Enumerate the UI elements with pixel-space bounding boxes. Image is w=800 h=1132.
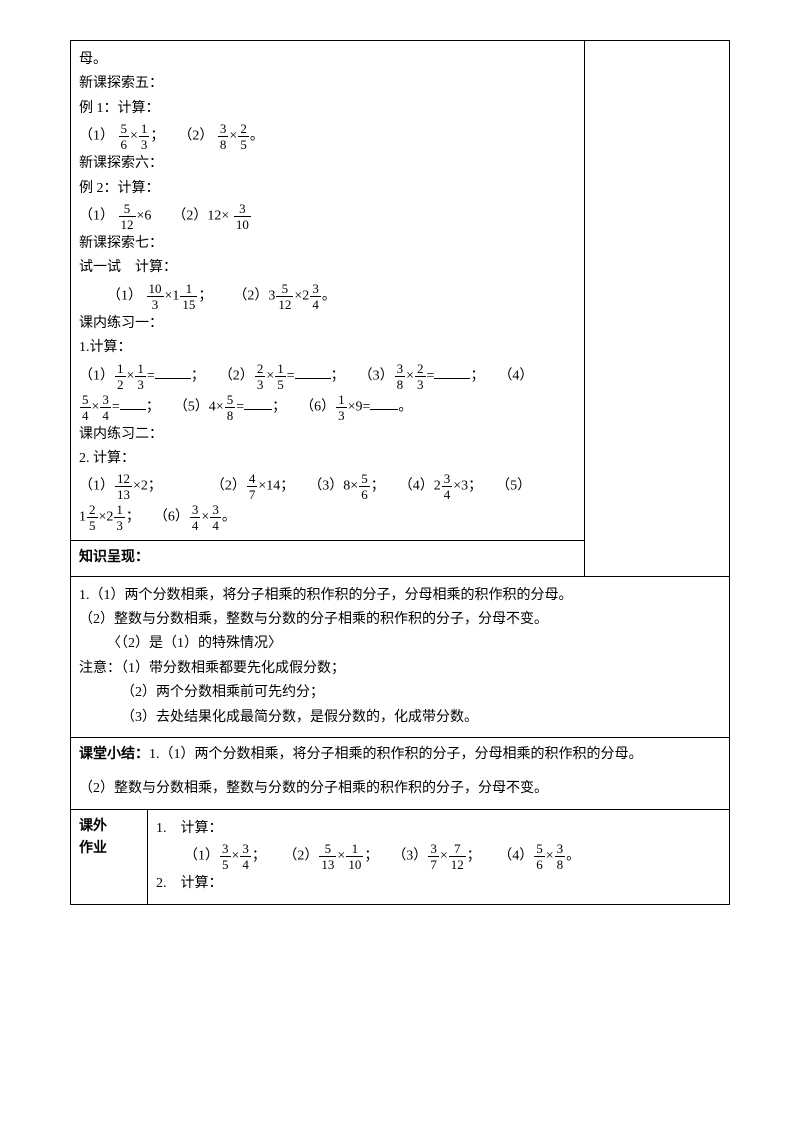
practice-1-row1: （1）12×13=； （2）23×15=； （3）38×23=； （4） [79,362,576,391]
section-5-title: 新课探索五： [79,73,576,95]
practice-1-sub: 1.计算： [79,337,576,359]
frac-5-6: 56 [119,122,130,151]
ex1-1-pre: （1） [79,129,114,144]
blank-5[interactable] [244,395,272,410]
frac-1-3: 13 [139,122,150,151]
frac-10-3: 103 [147,282,164,311]
main-content-cell: 母。 新课探索五： 例 1：计算： （1） 56×13； （2） 38×25。 … [71,41,585,541]
blank-6[interactable] [370,395,398,410]
hw-l2: 2. 计算： [156,873,721,895]
homework-label-cell: 课外 作业 [71,810,148,904]
practice-2-row2: 125×213； （6）34×34。 [79,503,576,532]
homework-inner-table: 课外 作业 1. 计算： （1）35×34； （2）513×110； （3）37… [71,810,729,904]
blank-1[interactable] [155,364,191,379]
practice-1-row2: 54×34=； （5）4×58=； （6）13×9=。 [79,393,576,422]
section-7-title: 新课探索七： [79,233,576,255]
blank-3[interactable] [434,364,470,379]
side-notes-cell [585,41,730,577]
frac-5-12b: 512 [276,282,293,311]
try-expr: （1） 103×1115； （2）3512×234。 [79,282,576,311]
knowledge-l2: （2）整数与分数相乘，整数与分数的分子相乘的积作积的分子，分母不变。 [79,609,721,631]
ex1-2-pre: （2） [178,129,213,144]
knowledge-title: 知识呈现： [79,550,149,565]
summary-l1: 1.（1）两个分数相乘，将分子相乘的积作积的分子，分母相乘的积作积的分母。 [149,747,643,762]
homework-row: 课外 作业 1. 计算： （1）35×34； （2）513×110； （3）37… [71,809,730,904]
hw-l1: 1. 计算： [156,818,721,840]
try-title: 试一试 计算： [79,257,576,279]
knowledge-l6: （3）去处结果化成最简分数，是假分数的，化成带分数。 [79,707,721,729]
example-1-expr: （1） 56×13； （2） 38×25。 [79,122,576,151]
section-6-title: 新课探索六： [79,153,576,175]
homework-content-cell: 1. 计算： （1）35×34； （2）513×110； （3）37×712； … [148,810,730,904]
practice-2-title: 课内练习二： [79,424,576,446]
blank-2[interactable] [295,364,331,379]
page: 母。 新课探索五： 例 1：计算： （1） 56×13； （2） 38×25。 … [0,0,800,1132]
knowledge-l1: 1.（1）两个分数相乘，将分子相乘的积作积的分子，分母相乘的积作积的分母。 [79,585,721,607]
knowledge-l5: （2）两个分数相乘前可先约分； [79,682,721,704]
knowledge-l4: 注意：（1）带分数相乘都要先化成假分数； [79,658,721,680]
knowledge-l3: 〈（2）是（1）的特殊情况〉 [79,633,721,655]
knowledge-body-cell: 1.（1）两个分数相乘，将分子相乘的积作积的分子，分母相乘的积作积的分母。 （2… [71,576,730,737]
summary-label: 课堂小结： [79,747,149,762]
frac-3-10: 310 [234,202,251,231]
practice-2-row1: （1）1213×2； （2）47×14； （3）8×56； （4）234×3； … [79,472,576,501]
example-1-title: 例 1：计算： [79,98,576,120]
frac-2-5: 25 [238,122,249,151]
summary-l2: （2）整数与分数相乘，整数与分数的分子相乘的积作积的分子，分母不变。 [79,778,721,800]
frac-1-15: 115 [180,282,197,311]
frac-3-4: 34 [310,282,321,311]
summary-cell: 课堂小结：1.（1）两个分数相乘，将分子相乘的积作积的分子，分母相乘的积作积的分… [71,738,730,810]
practice-1-title: 课内练习一： [79,313,576,335]
practice-2-sub: 2. 计算： [79,448,576,470]
blank-4[interactable] [120,395,146,410]
lesson-table: 母。 新课探索五： 例 1：计算： （1） 56×13； （2） 38×25。 … [70,40,730,905]
example-2-expr: （1） 512×6 （2）12× 310 [79,202,576,231]
text-mu: 母。 [79,49,576,71]
hw-expr: （1）35×34； （2）513×110； （3）37×712； （4）56×3… [156,842,721,871]
frac-3-8: 38 [218,122,229,151]
frac-5-12: 512 [119,202,136,231]
knowledge-title-cell: 知识呈现： [71,541,585,576]
example-2-title: 例 2：计算： [79,178,576,200]
